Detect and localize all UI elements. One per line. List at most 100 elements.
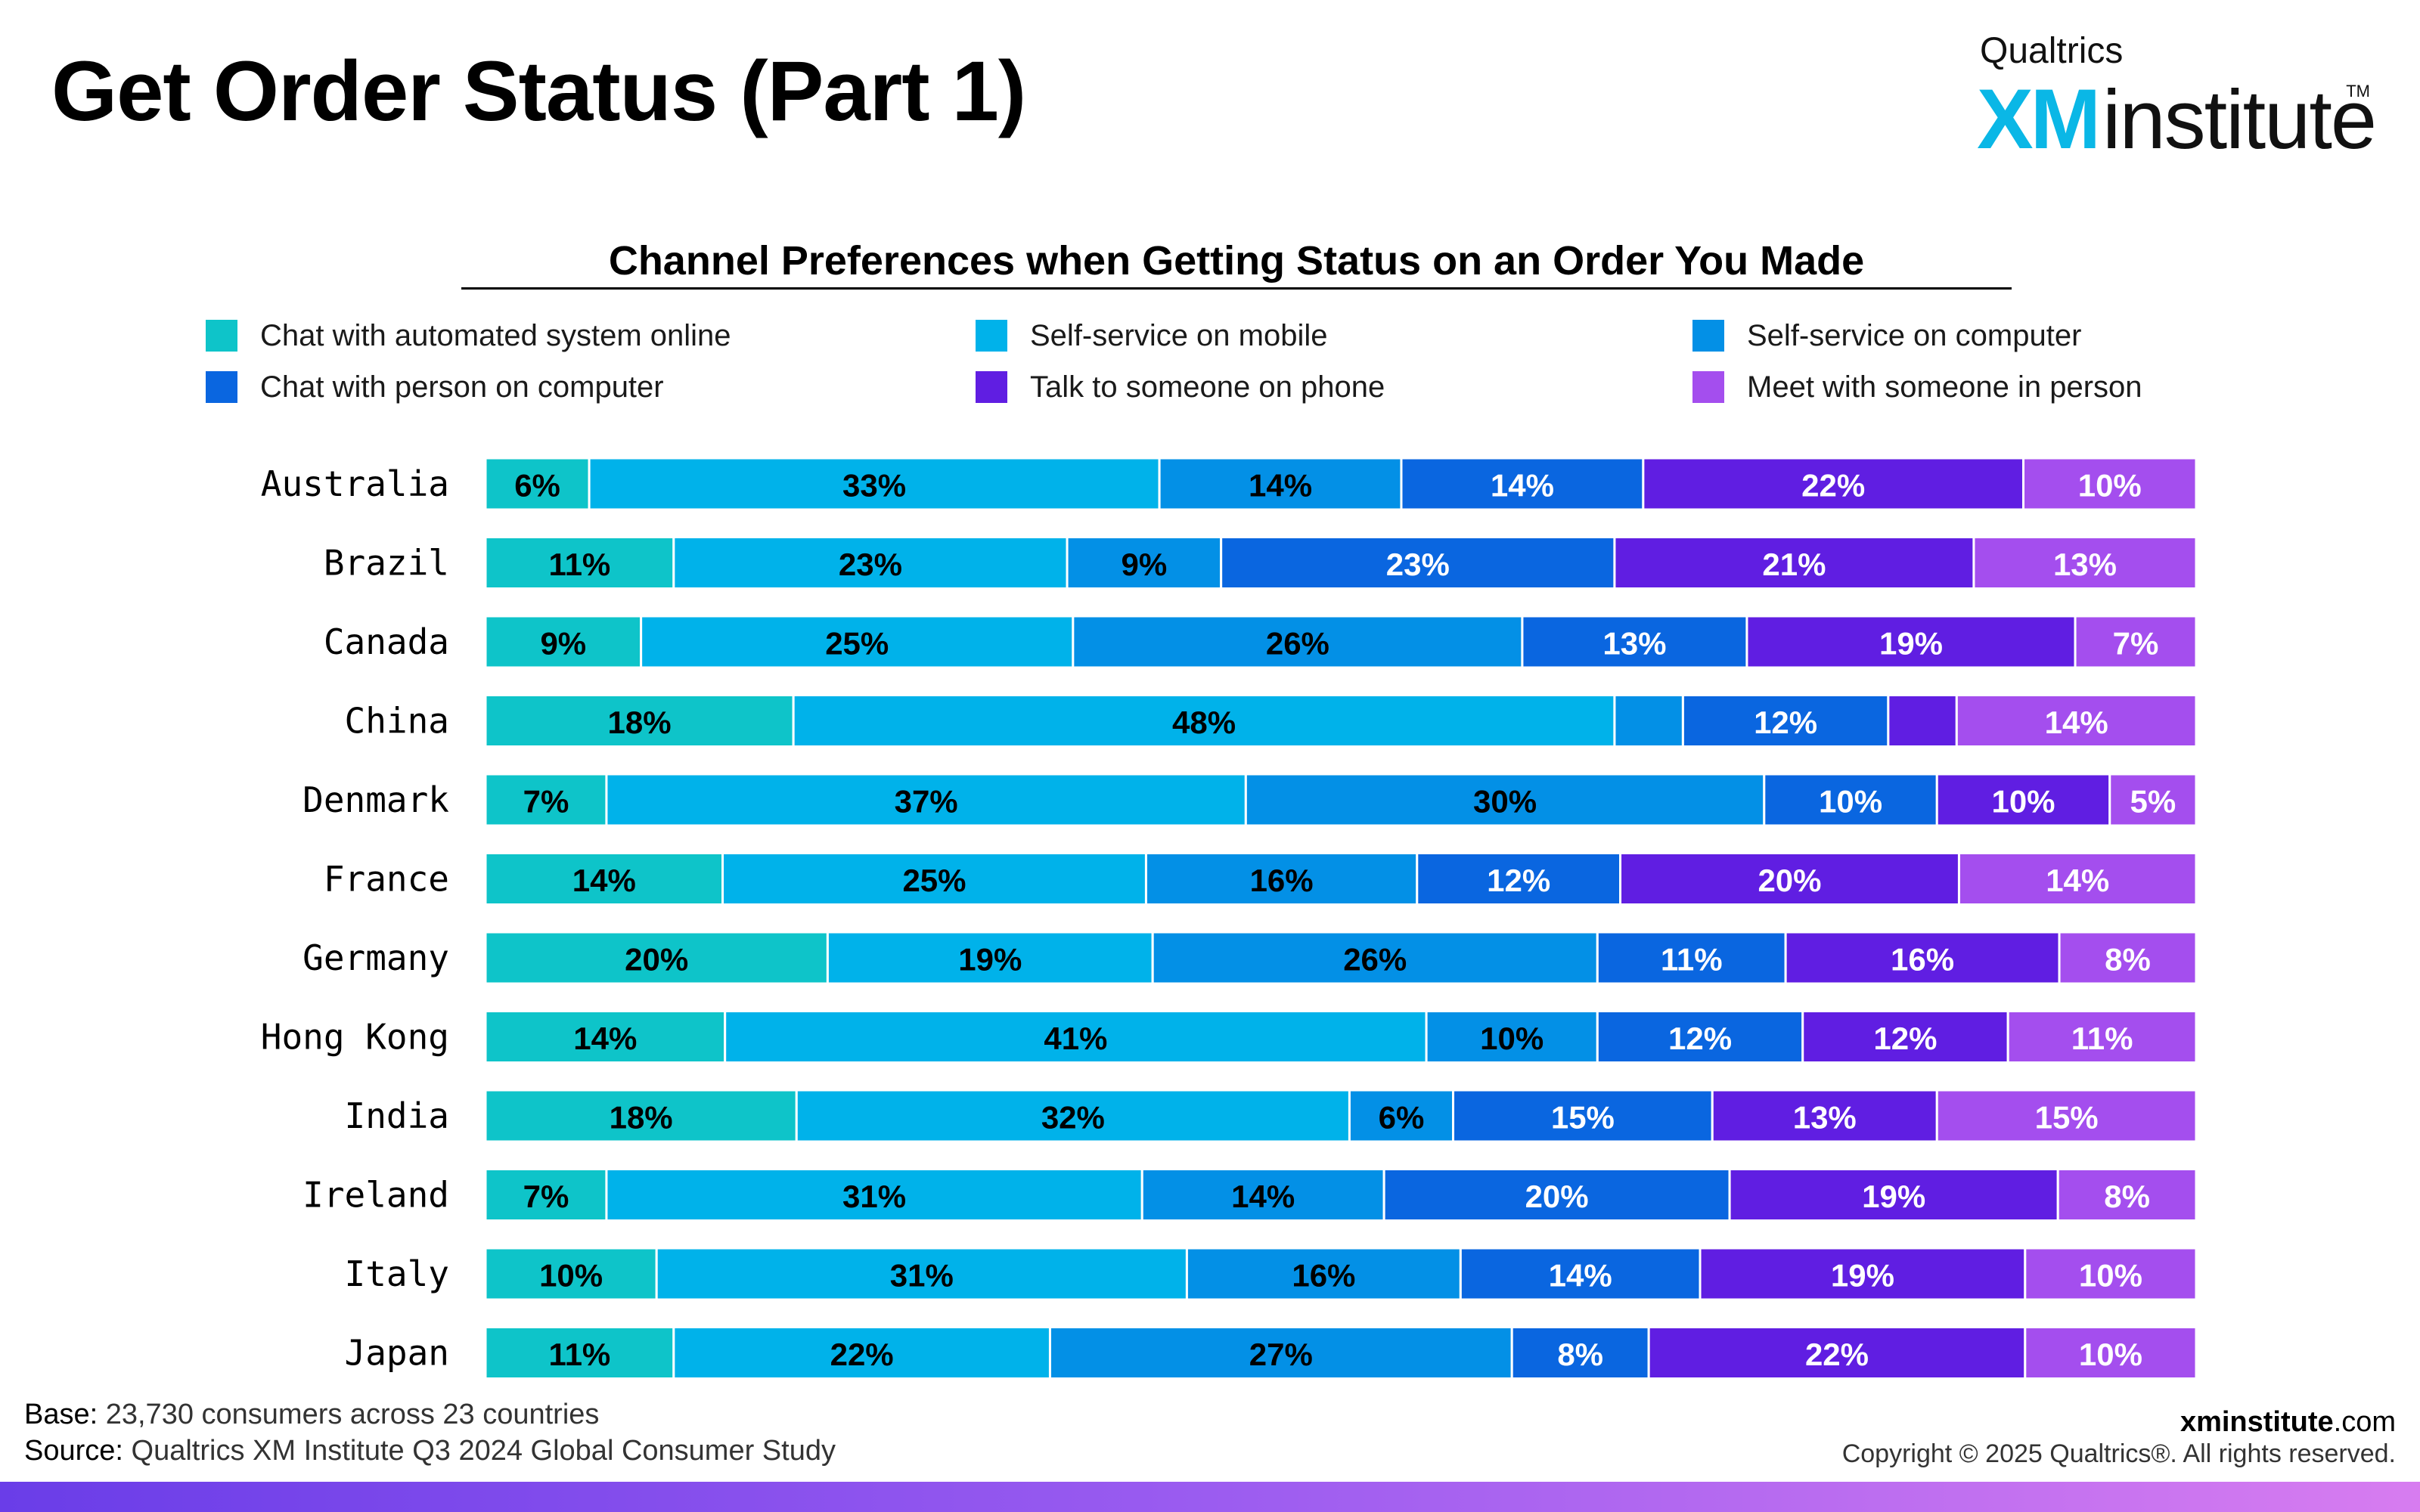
data-label: 11% (2071, 1021, 2133, 1056)
category-label: Germany (302, 937, 449, 978)
bar-segment (1613, 694, 1684, 748)
data-label: 7% (523, 1179, 569, 1214)
bar-segment (1887, 694, 1958, 748)
bar-row: Australia 6% 33% 14% 14% 22% 10% (261, 457, 2198, 511)
data-label: 31% (890, 1258, 954, 1294)
bar-row: Japan 11% 22% 27% 8% 22% 10% (345, 1326, 2198, 1380)
data-label: 30% (1473, 784, 1537, 820)
data-label: 16% (1292, 1258, 1355, 1294)
bar-segment (484, 536, 675, 590)
data-label: 8% (2105, 942, 2151, 978)
data-label: 12% (1487, 863, 1550, 898)
data-label: 22% (1801, 468, 1865, 503)
data-label: 6% (1379, 1100, 1425, 1136)
data-label: 18% (610, 1100, 673, 1136)
logo-institute: institute (2102, 73, 2377, 166)
data-label: 14% (2045, 705, 2108, 740)
data-label: 13% (1602, 626, 1666, 662)
bar-segment (2006, 1010, 2198, 1064)
category-label: Brazil (324, 543, 449, 584)
data-label: 9% (1122, 547, 1168, 582)
bar-segment (1140, 1168, 1385, 1222)
bar-segment (1452, 1089, 1714, 1143)
footer-site-rest: .com (2333, 1406, 2396, 1438)
data-label: 10% (1480, 1021, 1544, 1056)
data-label: 19% (1831, 1258, 1894, 1294)
footer-base: Base: 23,730 consumers across 23 countri… (24, 1399, 599, 1431)
bar-segment (484, 1326, 675, 1380)
bar-segment (484, 615, 643, 669)
bar-segment (1521, 615, 1748, 669)
bar-segment (1972, 536, 2198, 590)
bar-row: Hong Kong 14% 41% 10% 12% 12% 11% (261, 1010, 2198, 1064)
bar-row: India 18% 32% 6% 15% 13% 15% (345, 1089, 2198, 1143)
bar-row: China 18% 48% 12% 14% (345, 694, 2198, 748)
category-label: China (345, 701, 449, 742)
data-label: 5% (2130, 784, 2176, 820)
chart-title: Channel Preferences when Getting Status … (608, 238, 1865, 284)
bar-segment (2108, 773, 2198, 827)
bar-segment (588, 457, 1161, 511)
data-label: 10% (1819, 784, 1882, 820)
data-label: 14% (1549, 1258, 1612, 1294)
bar-segment (1935, 1089, 2198, 1143)
data-label: 15% (2035, 1100, 2099, 1136)
bar-segment (1596, 931, 1787, 985)
data-label: 14% (1249, 468, 1312, 503)
bottom-gradient-band (0, 1482, 2420, 1512)
bar-segment (1400, 457, 1645, 511)
bar-segment (1957, 852, 2198, 906)
data-label: 23% (1386, 547, 1450, 582)
bar-segment (1619, 852, 1960, 906)
bar-segment (1425, 1010, 1599, 1064)
data-label: 10% (2079, 1258, 2142, 1294)
data-label: 14% (1231, 1179, 1295, 1214)
bar-segment (1745, 615, 2077, 669)
category-label: Italy (345, 1253, 449, 1294)
bar-segment (1955, 694, 2198, 748)
bar-segment (721, 852, 1147, 906)
data-label: 7% (2113, 626, 2159, 662)
page-title: Get Order Status (Part 1) (51, 44, 1026, 138)
data-label: 19% (1862, 1179, 1925, 1214)
bar-row: Italy 10% 31% 16% 14% 19% 10% (345, 1247, 2198, 1301)
bar-segment (484, 1089, 798, 1143)
data-label: 12% (1873, 1021, 1937, 1056)
bar-segment (1066, 536, 1223, 590)
data-label: 20% (625, 942, 688, 978)
logo-wordmark: XMinstitute (1977, 77, 2377, 162)
category-label: India (345, 1095, 449, 1136)
data-label: 15% (1551, 1100, 1615, 1136)
data-label: 14% (1491, 468, 1554, 503)
category-label: Australia (261, 463, 449, 504)
bar-row: France 14% 25% 16% 12% 20% 14% (324, 852, 2198, 906)
bar-segment (792, 694, 1616, 748)
logo-xm: XM (1977, 72, 2101, 166)
data-label: 11% (549, 547, 611, 582)
data-label: 9% (540, 626, 586, 662)
data-label: 48% (1172, 705, 1236, 740)
bar-segment (826, 931, 1154, 985)
data-label: 37% (895, 784, 958, 820)
bar-segment (1416, 852, 1622, 906)
footer-website: xminstitute.com (2180, 1406, 2396, 1439)
bar-segment (2056, 1168, 2198, 1222)
footer-source-text: Qualtrics XM Institute Q3 2024 Global Co… (131, 1435, 836, 1467)
bar-segment (605, 773, 1247, 827)
bar-segment (1244, 773, 1766, 827)
data-label: 6% (514, 468, 560, 503)
bar-segment (484, 1168, 608, 1222)
bar-segment (795, 1089, 1351, 1143)
bar-row: Denmark 7% 37% 30% 10% 10% 5% (302, 773, 2198, 827)
bar-segment (1699, 1247, 2027, 1301)
bar-segment (640, 615, 1075, 669)
data-label: 20% (1758, 863, 1821, 898)
data-label: 10% (2078, 468, 2142, 503)
category-label: Ireland (302, 1175, 449, 1216)
data-label: 32% (1041, 1100, 1105, 1136)
category-label: Canada (324, 621, 449, 662)
bar-row: Canada 9% 25% 26% 13% 19% 7% (324, 615, 2198, 669)
footer-copyright: Copyright © 2025 Qualtrics®. All rights … (1841, 1439, 2396, 1468)
data-label: 19% (1879, 626, 1943, 662)
bar-segment (1048, 1326, 1513, 1380)
